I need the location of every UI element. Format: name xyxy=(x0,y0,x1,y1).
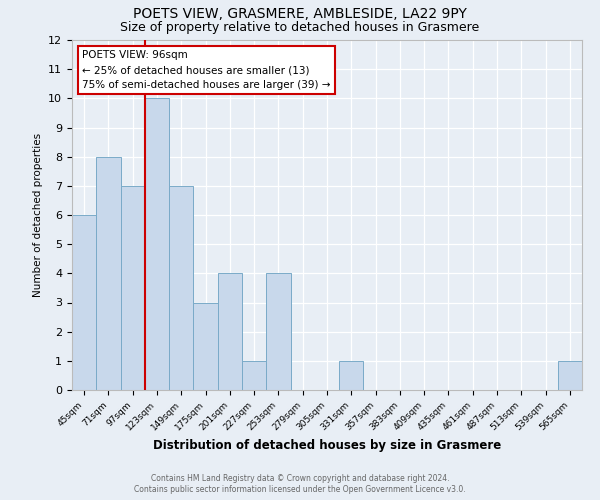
Bar xyxy=(121,186,145,390)
Bar xyxy=(96,156,121,390)
Bar xyxy=(218,274,242,390)
Bar xyxy=(145,98,169,390)
Text: POETS VIEW: 96sqm
← 25% of detached houses are smaller (13)
75% of semi-detached: POETS VIEW: 96sqm ← 25% of detached hous… xyxy=(82,50,331,90)
X-axis label: Distribution of detached houses by size in Grasmere: Distribution of detached houses by size … xyxy=(153,439,501,452)
Text: POETS VIEW, GRASMERE, AMBLESIDE, LA22 9PY: POETS VIEW, GRASMERE, AMBLESIDE, LA22 9P… xyxy=(133,8,467,22)
Text: Contains HM Land Registry data © Crown copyright and database right 2024.
Contai: Contains HM Land Registry data © Crown c… xyxy=(134,474,466,494)
Bar xyxy=(266,274,290,390)
Bar xyxy=(193,302,218,390)
Bar xyxy=(558,361,582,390)
Bar xyxy=(339,361,364,390)
Y-axis label: Number of detached properties: Number of detached properties xyxy=(32,133,43,297)
Bar xyxy=(72,215,96,390)
Bar xyxy=(242,361,266,390)
Bar xyxy=(169,186,193,390)
Text: Size of property relative to detached houses in Grasmere: Size of property relative to detached ho… xyxy=(121,22,479,35)
